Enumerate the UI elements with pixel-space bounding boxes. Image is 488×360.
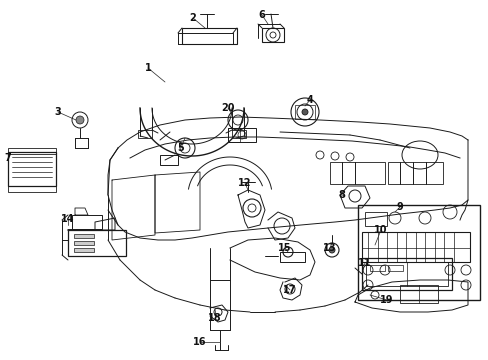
Circle shape: [302, 109, 307, 115]
Bar: [227, 128, 256, 142]
Circle shape: [328, 247, 334, 253]
Text: 7: 7: [4, 153, 11, 163]
Text: 15: 15: [278, 243, 291, 253]
Bar: [160, 155, 178, 165]
Bar: [387, 265, 402, 271]
Text: 13: 13: [323, 243, 336, 253]
Text: 10: 10: [373, 225, 387, 235]
Bar: [329, 162, 384, 184]
Bar: [8, 152, 56, 186]
Text: 18: 18: [208, 313, 222, 323]
Text: 3: 3: [55, 107, 61, 117]
Text: 19: 19: [380, 295, 393, 305]
Bar: [231, 130, 245, 138]
Bar: [227, 128, 240, 142]
Text: 2: 2: [189, 13, 196, 23]
Bar: [182, 28, 237, 44]
Bar: [357, 205, 479, 300]
Text: 5: 5: [177, 143, 184, 153]
Text: 14: 14: [61, 214, 75, 224]
Bar: [74, 248, 94, 252]
Bar: [8, 148, 56, 154]
Text: 1: 1: [144, 63, 151, 73]
Bar: [369, 265, 384, 271]
Text: 12: 12: [238, 178, 251, 188]
Bar: [280, 252, 305, 262]
Circle shape: [76, 116, 84, 124]
Bar: [262, 28, 284, 42]
Text: 20: 20: [221, 103, 234, 113]
Bar: [74, 241, 94, 245]
Bar: [294, 105, 314, 119]
Text: 6: 6: [258, 10, 265, 20]
Bar: [138, 130, 152, 138]
Text: 4: 4: [306, 95, 313, 105]
Bar: [68, 230, 126, 256]
Text: 9: 9: [396, 202, 403, 212]
Text: 8: 8: [338, 190, 345, 200]
Bar: [74, 234, 94, 238]
Bar: [364, 212, 386, 226]
Bar: [361, 232, 469, 262]
Bar: [387, 162, 442, 184]
Bar: [361, 258, 451, 290]
Text: 16: 16: [193, 337, 206, 347]
Text: 17: 17: [283, 285, 296, 295]
Text: 11: 11: [358, 258, 371, 268]
Bar: [8, 186, 56, 192]
Bar: [72, 215, 102, 229]
Bar: [365, 262, 447, 286]
Bar: [399, 285, 437, 303]
